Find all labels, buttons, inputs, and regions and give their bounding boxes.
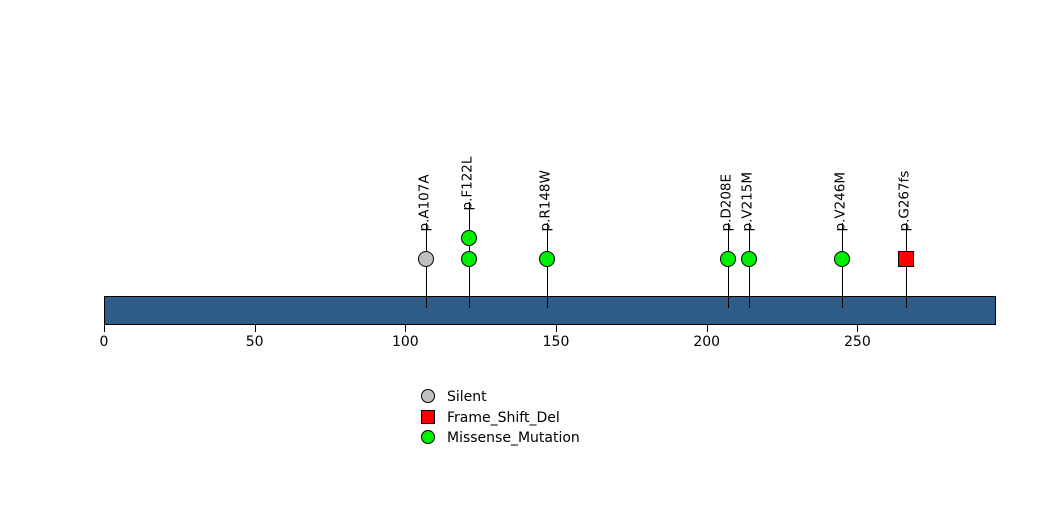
- axis-tick: [706, 325, 708, 332]
- mutation-marker-missense_mutation[interactable]: [741, 251, 757, 267]
- mutation-marker-missense_mutation[interactable]: [834, 251, 850, 267]
- axis-tick-label: 100: [391, 334, 419, 350]
- legend-marker-silent[interactable]: [421, 389, 435, 403]
- axis-tick: [556, 325, 558, 332]
- axis-tick: [254, 325, 256, 332]
- axis-tick-label: 150: [542, 334, 570, 350]
- axis-tick: [857, 325, 859, 332]
- legend-label: Frame_Shift_Del: [447, 410, 560, 426]
- legend-marker-missense_mutation[interactable]: [421, 430, 435, 444]
- mutation-marker-missense_mutation[interactable]: [539, 251, 555, 267]
- mutation-marker-missense_mutation[interactable]: [461, 251, 477, 267]
- protein-backbone: [104, 296, 996, 325]
- mutation-marker-frame_shift_del[interactable]: [898, 251, 914, 267]
- axis-tick: [104, 325, 105, 332]
- axis-tick-label: 200: [693, 334, 721, 350]
- legend-label: Silent: [447, 389, 487, 405]
- legend-marker-frame_shift_del[interactable]: [421, 410, 435, 424]
- mutation-marker-silent[interactable]: [418, 251, 434, 267]
- mutation-marker-missense_mutation[interactable]: [720, 251, 736, 267]
- legend-label: Missense_Mutation: [447, 430, 580, 446]
- axis-tick-label: 250: [844, 334, 871, 350]
- mutation-marker-missense_mutation[interactable]: [461, 230, 477, 246]
- axis-tick-label: 50: [245, 334, 264, 350]
- axis-tick-label: 0: [99, 334, 109, 350]
- axis-tick: [405, 325, 407, 332]
